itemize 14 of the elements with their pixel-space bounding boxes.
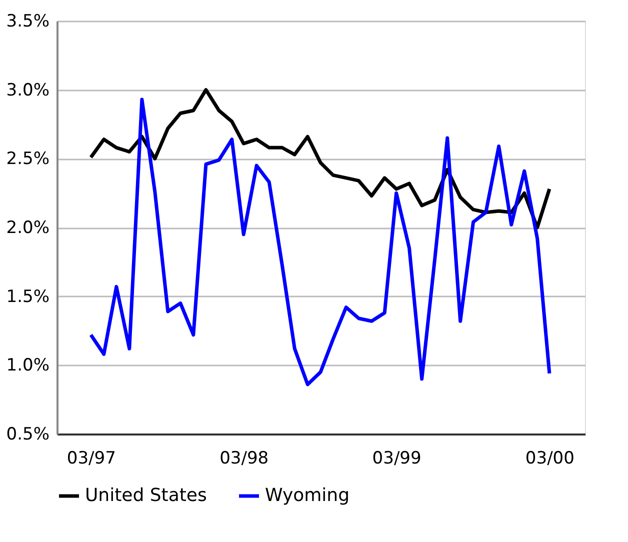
y-tick-label: 2.0% <box>6 218 50 238</box>
y-tick-label: 2.5% <box>6 149 50 170</box>
x-tick-label: 03/99 <box>372 448 422 468</box>
line-series <box>89 98 552 386</box>
y-tick-label: 1.0% <box>6 356 50 376</box>
x-tick-label: 03/97 <box>66 448 116 468</box>
x-tick-label: 03/98 <box>220 448 269 468</box>
y-tick-label: 3.0% <box>6 80 50 100</box>
y-tick-label: 0.5% <box>6 424 50 444</box>
y-tick-label: 3.5% <box>6 12 50 32</box>
y-tick-label: 1.5% <box>6 286 50 307</box>
legend-label: United States <box>85 485 207 506</box>
x-tick-label: 03/00 <box>525 448 574 468</box>
legend-label: Wyoming <box>265 485 350 506</box>
